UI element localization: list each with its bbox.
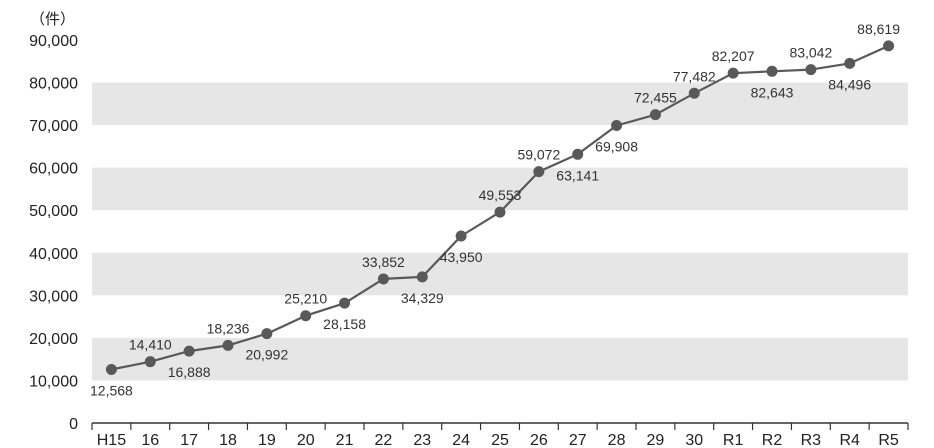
- x-tick-label: 22: [375, 432, 393, 448]
- y-tick-label: 90,000: [29, 33, 78, 50]
- data-label: 43,950: [440, 249, 483, 265]
- data-point: [533, 166, 545, 178]
- grid-band: [92, 252, 908, 296]
- data-label: 12,568: [90, 383, 133, 399]
- y-tick-label: 70,000: [29, 118, 78, 135]
- x-tick-label: 16: [141, 432, 159, 448]
- data-point: [416, 271, 428, 283]
- x-tick-label: R4: [839, 432, 860, 448]
- data-label: 49,553: [479, 187, 522, 203]
- data-point: [766, 65, 778, 77]
- x-axis: [91, 422, 909, 430]
- data-label: 69,908: [595, 139, 638, 155]
- y-tick-label: 80,000: [29, 76, 78, 93]
- x-tick-label: R1: [723, 432, 744, 448]
- data-labels: 12,568 14,410 16,888 18,236 20,992 25,210 28,1…: [90, 21, 900, 399]
- data-point: [572, 148, 584, 160]
- data-point: [727, 67, 739, 79]
- y-tick-label: 30,000: [29, 288, 78, 305]
- data-point: [105, 364, 117, 376]
- data-point: [261, 328, 273, 340]
- data-label: 25,210: [284, 291, 327, 307]
- data-label: 16,888: [168, 364, 211, 380]
- x-tick-label: H15: [97, 432, 126, 448]
- y-tick-label: 0: [69, 416, 78, 433]
- y-axis-ticks: 0 10,000 20,000 30,000 40,000 50,000 60,000 70,…: [29, 33, 78, 433]
- x-tick-label: 20: [297, 432, 315, 448]
- data-label: 77,482: [673, 68, 716, 84]
- x-tick-label: 17: [180, 432, 198, 448]
- x-tick-label: 30: [685, 432, 703, 448]
- data-label: 63,141: [556, 167, 599, 183]
- data-label: 82,207: [712, 48, 755, 64]
- data-point: [494, 206, 506, 218]
- x-tick-label: 29: [647, 432, 665, 448]
- data-label: 14,410: [129, 337, 172, 353]
- data-point: [688, 87, 700, 99]
- data-label: 20,992: [245, 347, 288, 363]
- data-point: [611, 120, 623, 132]
- data-point: [339, 297, 351, 309]
- data-label: 28,158: [323, 316, 366, 332]
- data-point: [377, 273, 389, 285]
- data-point: [222, 339, 234, 351]
- data-label: 59,072: [517, 147, 560, 163]
- data-point: [805, 64, 817, 76]
- grid-bands: [92, 82, 908, 381]
- x-tick-label: 26: [530, 432, 548, 448]
- data-point: [883, 40, 895, 52]
- data-points: [105, 40, 895, 376]
- x-tick-label: 18: [219, 432, 237, 448]
- data-point: [183, 345, 195, 357]
- y-tick-label: 20,000: [29, 331, 78, 348]
- data-label: 34,329: [401, 290, 444, 306]
- data-label: 18,236: [207, 320, 250, 336]
- x-tick-label: R2: [762, 432, 783, 448]
- x-tick-label: 28: [608, 432, 626, 448]
- y-tick-label: 60,000: [29, 161, 78, 178]
- x-axis-ticks: H15 16 17 18 19 20 21 22 23 24 25 26 27 28 29 30 R1 R2 R3 R…: [97, 432, 899, 448]
- data-point: [649, 109, 661, 121]
- data-point: [300, 310, 312, 322]
- x-tick-label: 19: [258, 432, 276, 448]
- data-label: 72,455: [634, 90, 677, 106]
- y-tick-label: 40,000: [29, 246, 78, 263]
- x-tick-label: 25: [491, 432, 509, 448]
- x-tick-label: R5: [878, 432, 899, 448]
- y-tick-label: 10,000: [29, 373, 78, 390]
- grid-band: [92, 167, 908, 211]
- x-tick-label: 27: [569, 432, 587, 448]
- x-tick-label: R3: [801, 432, 822, 448]
- y-axis-unit-label: （件）: [30, 11, 75, 28]
- x-tick-label: 24: [452, 432, 470, 448]
- x-tick-label: 21: [336, 432, 354, 448]
- data-label: 83,042: [789, 45, 832, 61]
- y-tick-label: 50,000: [29, 203, 78, 220]
- data-point: [144, 356, 156, 368]
- data-label: 33,852: [362, 254, 405, 270]
- data-point: [844, 57, 856, 69]
- data-label: 82,643: [751, 84, 794, 100]
- data-point: [455, 230, 467, 242]
- x-tick-label: 23: [413, 432, 431, 448]
- data-label: 88,619: [857, 21, 900, 37]
- data-label: 84,496: [828, 76, 871, 92]
- grid-band: [92, 337, 908, 381]
- grid-band: [92, 82, 908, 126]
